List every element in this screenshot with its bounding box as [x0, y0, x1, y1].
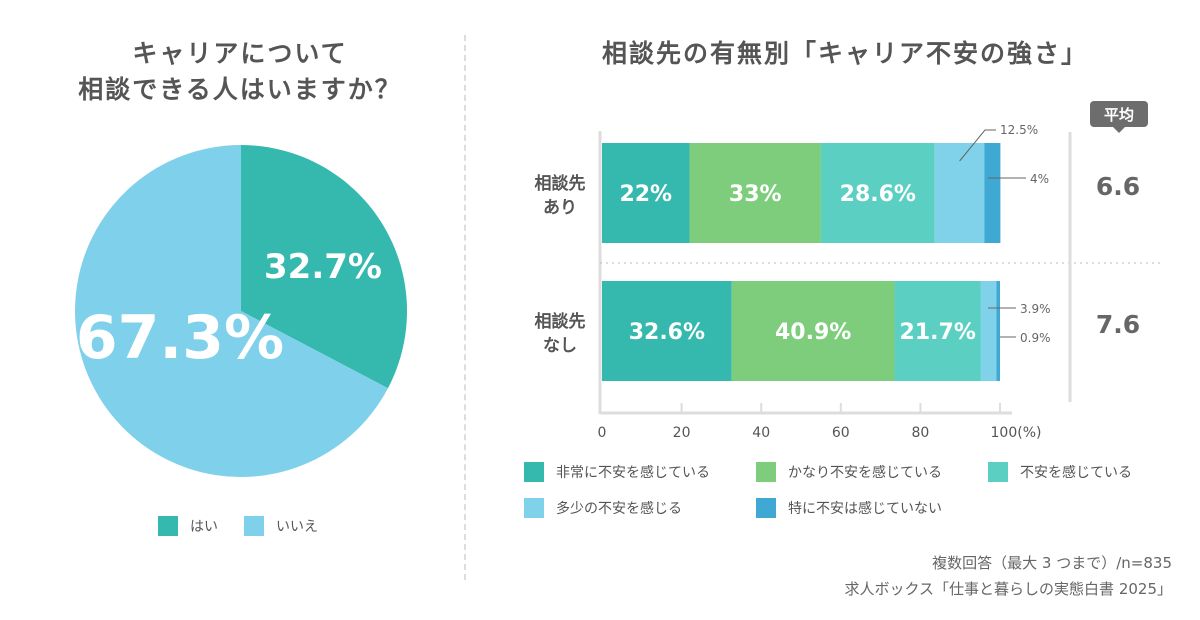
x-tick-label: 40 — [752, 425, 770, 441]
bar-legend: 非常に不安を感じている かなり不安を感じている 不安を感じている多少の不安を感じる 特… — [524, 462, 1184, 518]
callout-label: 12.5% — [1000, 123, 1038, 137]
legend-swatch — [244, 516, 264, 536]
pie-slice-0 — [241, 145, 408, 389]
legend-swatch — [524, 498, 544, 518]
bar-legend-item: かなり不安を感じている — [756, 462, 988, 482]
bar-legend-item: 不安を感じている — [988, 462, 1158, 482]
bar-segment — [984, 143, 1001, 243]
legend-label: かなり不安を感じている — [788, 465, 942, 481]
bar-segment — [689, 143, 821, 243]
x-tick-label: 100(%) — [991, 425, 1042, 441]
category-label: 相談先 — [535, 311, 586, 332]
pie-legend: はい いいえ — [158, 516, 318, 536]
average-value: 6.6 — [1096, 172, 1140, 201]
legend-label: いいえ — [276, 519, 318, 535]
bar-legend-item: 特に不安は感じていない — [756, 498, 988, 518]
pie-legend-item: いいえ — [244, 516, 318, 536]
legend-label: 特に不安は感じていない — [788, 501, 942, 517]
footnote-responses: 複数回答（最大 3 つまで）/n=835 — [932, 554, 1172, 572]
bar-value-label: 40.9% — [775, 320, 851, 345]
pie-title-line2: 相談できる人はいますか？ — [78, 75, 402, 104]
category-label: なし — [543, 336, 577, 356]
bar-value-label: 28.6% — [840, 182, 916, 207]
average-value: 7.6 — [1096, 310, 1140, 339]
category-label: 相談先 — [535, 173, 586, 194]
average-label: 平均 — [1104, 106, 1134, 124]
callout-label: 0.9% — [1020, 331, 1051, 345]
pie-slice-1 — [74, 145, 388, 477]
callout-label: 3.9% — [1020, 302, 1051, 316]
category-label: あり — [543, 198, 577, 218]
bar-segment — [996, 281, 1000, 381]
callout-line — [959, 129, 996, 162]
legend-swatch — [988, 462, 1008, 482]
bar-value-label: 21.7% — [900, 320, 976, 345]
pie-chart: 32.7% 67.3% — [74, 145, 408, 477]
bar-segment — [820, 143, 935, 243]
legend-swatch — [158, 516, 178, 536]
pie-label-0: 32.7% — [264, 247, 382, 287]
pie-title-line1: キャリアについて — [132, 39, 348, 68]
bar-value-label: 32.6% — [629, 320, 705, 345]
legend-swatch — [524, 462, 544, 482]
x-tick-label: 60 — [832, 425, 850, 441]
pie-label-1: 67.3% — [76, 303, 284, 373]
bar-segment — [731, 281, 895, 381]
bar-segment — [602, 143, 690, 243]
bar-value-label: 22% — [619, 182, 672, 207]
bar-value-label: 33% — [729, 182, 782, 207]
section-divider — [464, 35, 466, 580]
bar-legend-item: 多少の不安を感じる — [524, 498, 756, 518]
bar-segment — [602, 281, 732, 381]
bar-legend-item: 非常に不安を感じている — [524, 462, 756, 482]
average-badge-pointer — [1113, 127, 1125, 133]
x-tick-label: 20 — [673, 425, 691, 441]
legend-swatch — [756, 462, 776, 482]
legend-label: 多少の不安を感じる — [556, 501, 682, 517]
bar-segment — [980, 281, 997, 381]
legend-label: はい — [190, 519, 218, 535]
x-tick-label: 80 — [911, 425, 929, 441]
bar-segment — [894, 281, 981, 381]
average-badge — [1090, 101, 1148, 127]
bar-title: 相談先の有無別「キャリア不安の強さ」 — [601, 39, 1088, 68]
bar-segment — [934, 143, 985, 243]
pie-legend-item: はい — [158, 516, 218, 536]
x-tick-label: 0 — [598, 425, 607, 441]
footnote-source: 求人ボックス「仕事と暮らしの実態白書 2025」 — [844, 580, 1173, 598]
legend-label: 非常に不安を感じている — [556, 465, 710, 481]
pie-title: キャリアについて 相談できる人はいますか？ — [20, 36, 460, 108]
legend-label: 不安を感じている — [1020, 465, 1132, 481]
legend-swatch — [756, 498, 776, 518]
callout-label: 4% — [1030, 172, 1049, 186]
